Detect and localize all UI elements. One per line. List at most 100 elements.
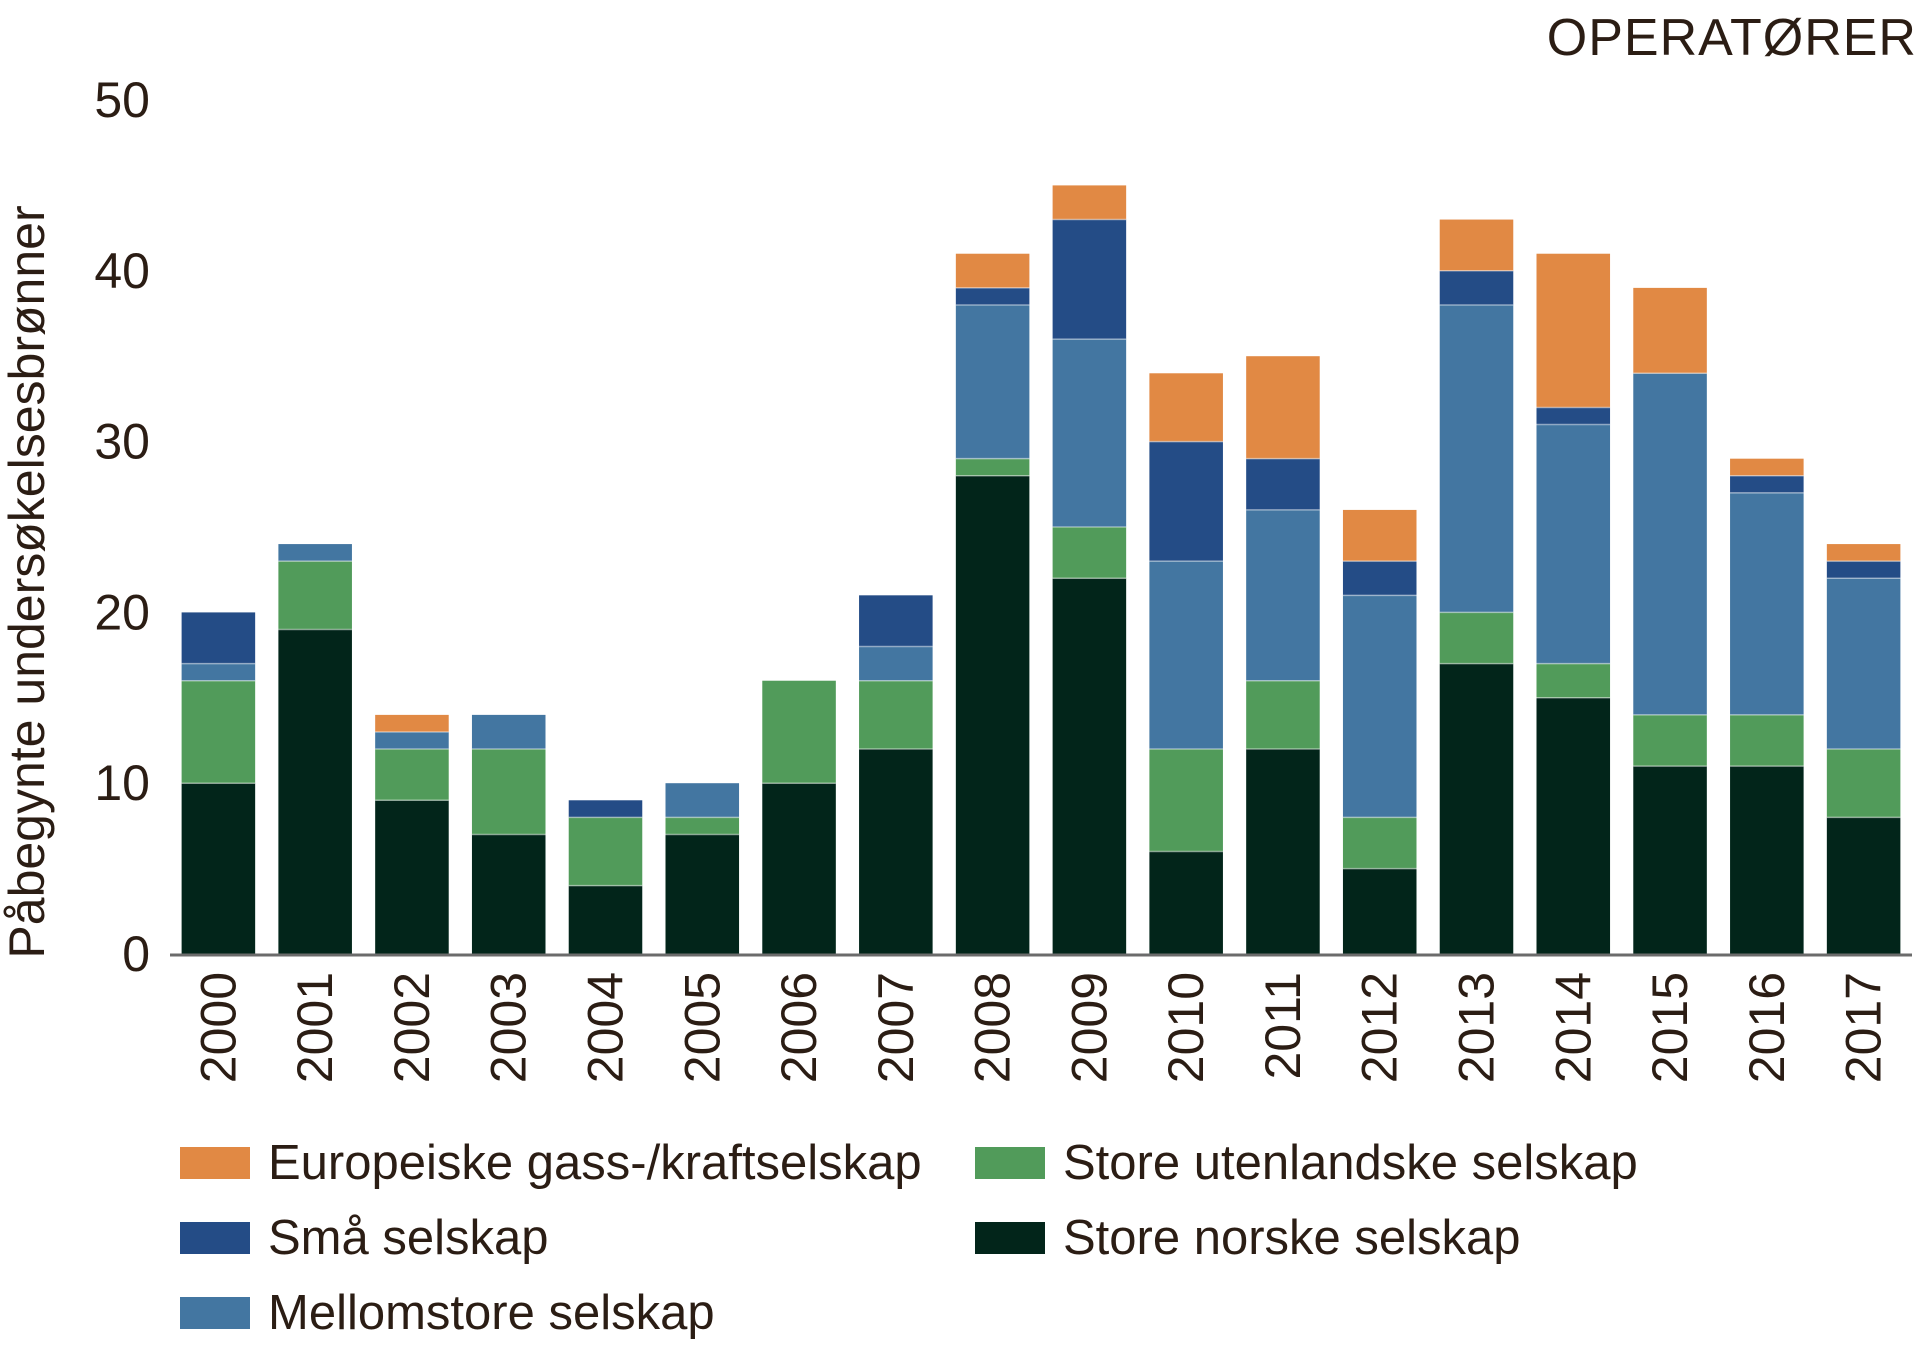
bar-segment	[665, 817, 740, 835]
bar-segment	[1536, 407, 1611, 425]
bar-segment	[1439, 663, 1514, 954]
bar-segment	[1633, 287, 1707, 374]
legend-swatch	[180, 1297, 250, 1329]
x-tick-label: 2007	[868, 972, 924, 1083]
bar-segment	[375, 731, 449, 750]
x-tick-label: 2017	[1836, 972, 1892, 1083]
x-tick-label: 2016	[1739, 972, 1795, 1083]
legend-swatch	[180, 1147, 250, 1179]
legend: Europeiske gass-/kraftselskap Små selskap…	[180, 1136, 1638, 1340]
bar-segment	[1826, 561, 1901, 579]
bar-segment	[1149, 749, 1223, 852]
x-tick-label: 2005	[674, 972, 730, 1083]
bar-segment	[181, 783, 256, 954]
x-tick-label: 2003	[481, 972, 537, 1083]
bar-segment	[1149, 561, 1223, 750]
y-axis-title: Påbegynte undersøkelsesbrønner	[0, 205, 55, 958]
bar-segment	[859, 595, 933, 647]
legend-label: Store utenlandske selskap	[1063, 1136, 1638, 1190]
legend-label: Små selskap	[268, 1211, 549, 1265]
y-tick-label: 0	[122, 926, 150, 982]
bar-segment	[1052, 578, 1127, 954]
bars-group	[181, 185, 1901, 954]
bar-segment	[278, 629, 352, 954]
x-tick-label: 2004	[578, 972, 634, 1083]
bar-segment	[955, 304, 1030, 459]
bar-segment	[1246, 749, 1320, 954]
bar-segment	[375, 800, 449, 954]
bar-segment	[665, 783, 740, 818]
bar-segment	[859, 680, 933, 750]
bar-segment	[1633, 766, 1707, 954]
bar-segment	[1052, 339, 1127, 527]
x-tick-label: 2008	[965, 972, 1021, 1083]
bar-segment	[1342, 868, 1417, 954]
bar-segment	[1052, 219, 1127, 340]
legend-label: Europeiske gass-/kraftselskap	[268, 1136, 922, 1190]
bar-segment	[1246, 458, 1320, 510]
legend-swatch	[975, 1222, 1045, 1254]
x-tick-label: 2012	[1352, 972, 1408, 1083]
bar-segment	[1052, 527, 1127, 579]
x-tick-label: 2011	[1255, 972, 1311, 1080]
y-tick-label: 10	[94, 755, 150, 811]
bar-segment	[1342, 817, 1417, 869]
bar-segment	[1536, 424, 1611, 664]
bar-segment	[762, 783, 836, 954]
bar-segment	[1633, 373, 1707, 715]
corner-label: OPERATØRER	[1547, 9, 1917, 67]
bar-segment	[955, 253, 1030, 288]
x-tick-label: 2002	[384, 972, 440, 1083]
bar-segment	[955, 475, 1030, 954]
bar-segment	[1149, 441, 1223, 562]
y-tick-label: 40	[94, 243, 150, 299]
bar-segment	[859, 646, 933, 681]
bar-segment	[955, 458, 1030, 476]
bar-segment	[1439, 612, 1514, 664]
y-axis-ticks: 0 10 20 30 40 50	[94, 72, 150, 982]
y-tick-label: 50	[94, 72, 150, 128]
bar-segment	[1730, 458, 1804, 476]
bar-segment	[1826, 578, 1901, 750]
legend-label: Mellomstore selskap	[268, 1286, 715, 1340]
bar-segment	[1149, 851, 1223, 954]
bar-segment	[1826, 817, 1901, 954]
legend-swatch	[975, 1147, 1045, 1179]
bar-segment	[568, 800, 643, 818]
bar-segment	[1149, 373, 1223, 442]
x-tick-label: 2009	[1061, 972, 1117, 1083]
x-tick-label: 2015	[1642, 972, 1698, 1083]
x-tick-label: 2014	[1545, 972, 1601, 1083]
bar-segment	[1342, 509, 1417, 562]
bar-segment	[1439, 304, 1514, 613]
bar-segment	[1246, 680, 1320, 750]
bar-segment	[1536, 697, 1611, 954]
bar-segment	[1826, 749, 1901, 818]
bar-segment	[568, 817, 643, 886]
bar-segment	[1730, 492, 1804, 715]
bar-segment	[1536, 253, 1611, 408]
bar-segment	[471, 834, 546, 954]
bar-segment	[471, 714, 546, 750]
bar-segment	[1246, 356, 1320, 459]
y-tick-label: 30	[94, 414, 150, 470]
bar-segment	[1730, 766, 1804, 954]
bar-segment	[181, 663, 256, 681]
x-tick-label: 2000	[190, 972, 246, 1083]
bar-segment	[1052, 185, 1127, 220]
bar-segment	[375, 714, 449, 732]
x-tick-label: 2006	[771, 972, 827, 1083]
bar-segment	[1633, 714, 1707, 767]
x-tick-label: 2013	[1449, 972, 1505, 1083]
legend-label: Store norske selskap	[1063, 1211, 1521, 1265]
bar-segment	[1730, 475, 1804, 493]
bar-segment	[1536, 663, 1611, 698]
bar-segment	[955, 287, 1030, 305]
x-tick-label: 2001	[287, 972, 343, 1083]
bar-segment	[471, 749, 546, 835]
y-tick-label: 20	[94, 584, 150, 640]
bar-segment	[665, 834, 740, 954]
bar-segment	[278, 561, 352, 630]
bar-segment	[1730, 714, 1804, 767]
